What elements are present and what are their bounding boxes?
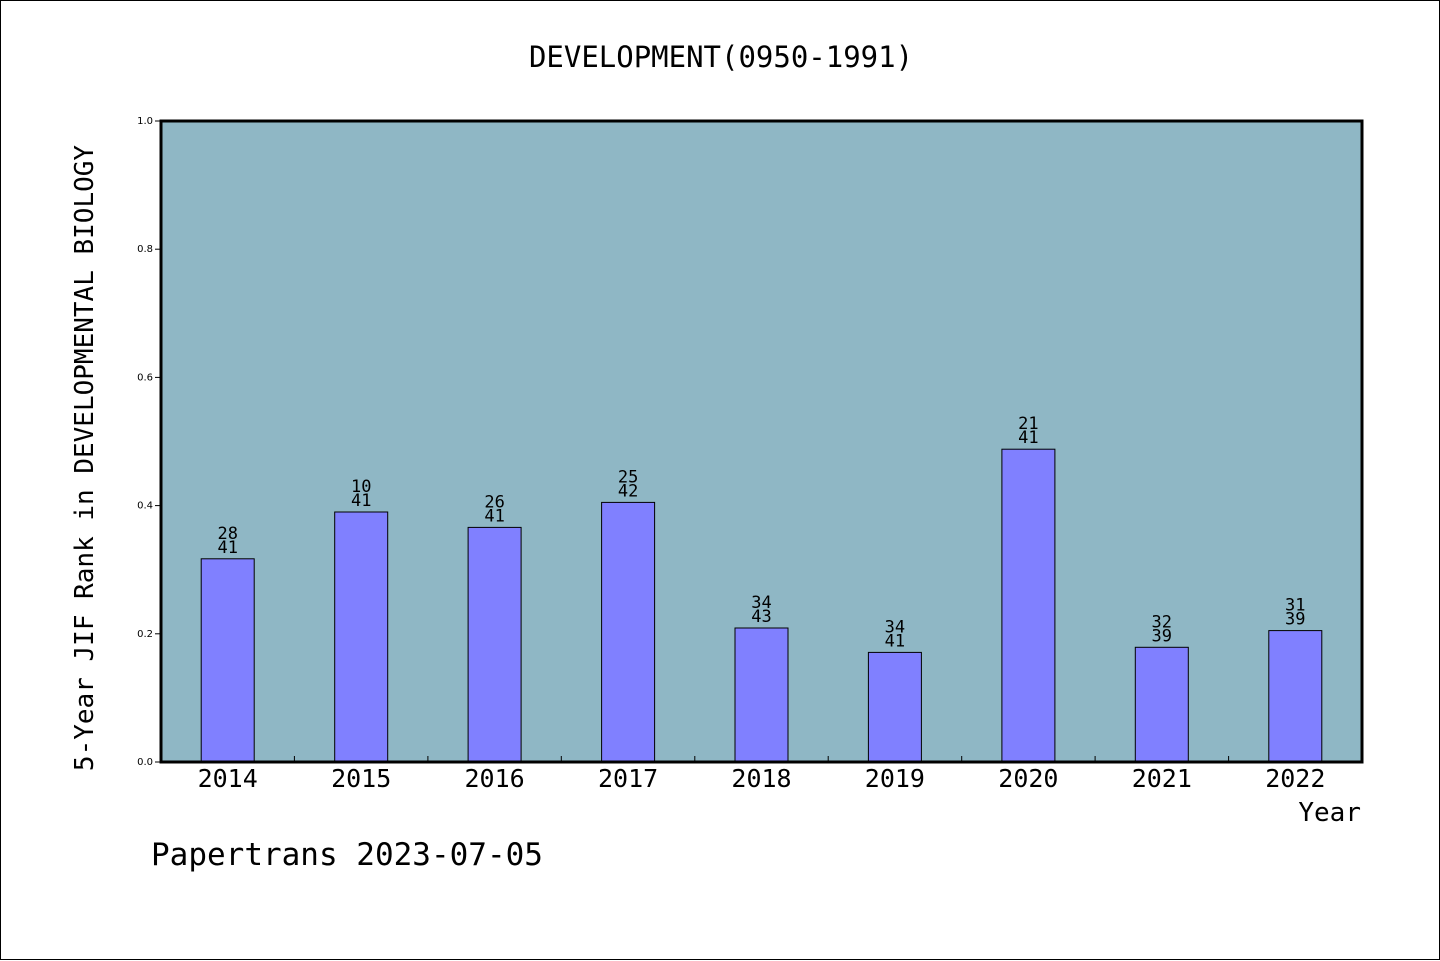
bar-2022	[1268, 630, 1323, 763]
bar-label-total-2014: 41	[217, 538, 237, 558]
bar-label-rank-2020: 21	[1018, 414, 1038, 434]
bar-label-rank-2019: 34	[885, 617, 905, 637]
y-tick-label-0.0: 0.0	[137, 757, 153, 768]
bar-label-rank-2014: 28	[217, 524, 237, 544]
bar-label-total-2016: 41	[484, 506, 504, 526]
bar-label-rank-2018: 34	[751, 593, 771, 613]
x-tick-label-2018: 2018	[731, 764, 791, 793]
ticks-layer: 2014 2015 2016 2017 2018 2019 2020 2021 2022 0.0 0…	[137, 116, 1325, 793]
x-tick-label-2020: 2020	[998, 764, 1058, 793]
bar-label-total-2020: 41	[1018, 428, 1038, 448]
bar-label-rank-2017: 25	[618, 467, 638, 487]
bars-layer	[200, 448, 1323, 763]
bar-label-rank-2021: 32	[1152, 612, 1172, 632]
x-tick-label-2016: 2016	[464, 764, 524, 793]
bar-label-rank-2015: 10	[351, 477, 371, 497]
bar-2015	[334, 511, 389, 763]
bar-label-rank-2016: 26	[484, 492, 504, 512]
bar-label-total-2022: 39	[1285, 610, 1305, 630]
bar-label-total-2019: 41	[885, 631, 905, 651]
x-tick-label-2017: 2017	[598, 764, 658, 793]
y-axis-label: 5-Year JIF Rank in DEVELOPMENTAL BIOLOGY	[70, 145, 100, 771]
bar-2017	[601, 501, 656, 763]
bar-2020	[1001, 448, 1056, 763]
bar-2014	[200, 558, 255, 763]
bar-label-total-2017: 42	[618, 481, 638, 501]
bar-label-total-2015: 41	[351, 491, 371, 511]
y-tick-label-1.0: 1.0	[137, 116, 153, 127]
bar-2016	[467, 526, 522, 763]
x-tick-label-2019: 2019	[865, 764, 925, 793]
x-axis-label: Year	[1298, 798, 1361, 828]
plot-border	[159, 119, 1364, 764]
x-tick-label-2022: 2022	[1265, 764, 1325, 793]
y-tick-label-0.6: 0.6	[137, 372, 153, 383]
y-tick-label-0.8: 0.8	[137, 244, 153, 255]
y-tick-label-0.4: 0.4	[137, 501, 153, 512]
x-tick-label-2015: 2015	[331, 764, 391, 793]
bar-2018	[734, 627, 789, 763]
bar-2021	[1134, 646, 1189, 763]
bar-2019	[867, 651, 922, 763]
bar-label-total-2021: 39	[1152, 626, 1172, 646]
chart-title: DEVELOPMENT(0950-1991)	[529, 40, 913, 74]
x-tick-label-2021: 2021	[1132, 764, 1192, 793]
footer-credit: Papertrans 2023-07-05	[151, 837, 543, 873]
y-tick-label-0.2: 0.2	[137, 629, 153, 640]
x-tick-label-2014: 2014	[198, 764, 258, 793]
bar-label-total-2018: 43	[751, 607, 771, 627]
bar-label-rank-2022: 31	[1285, 596, 1305, 616]
